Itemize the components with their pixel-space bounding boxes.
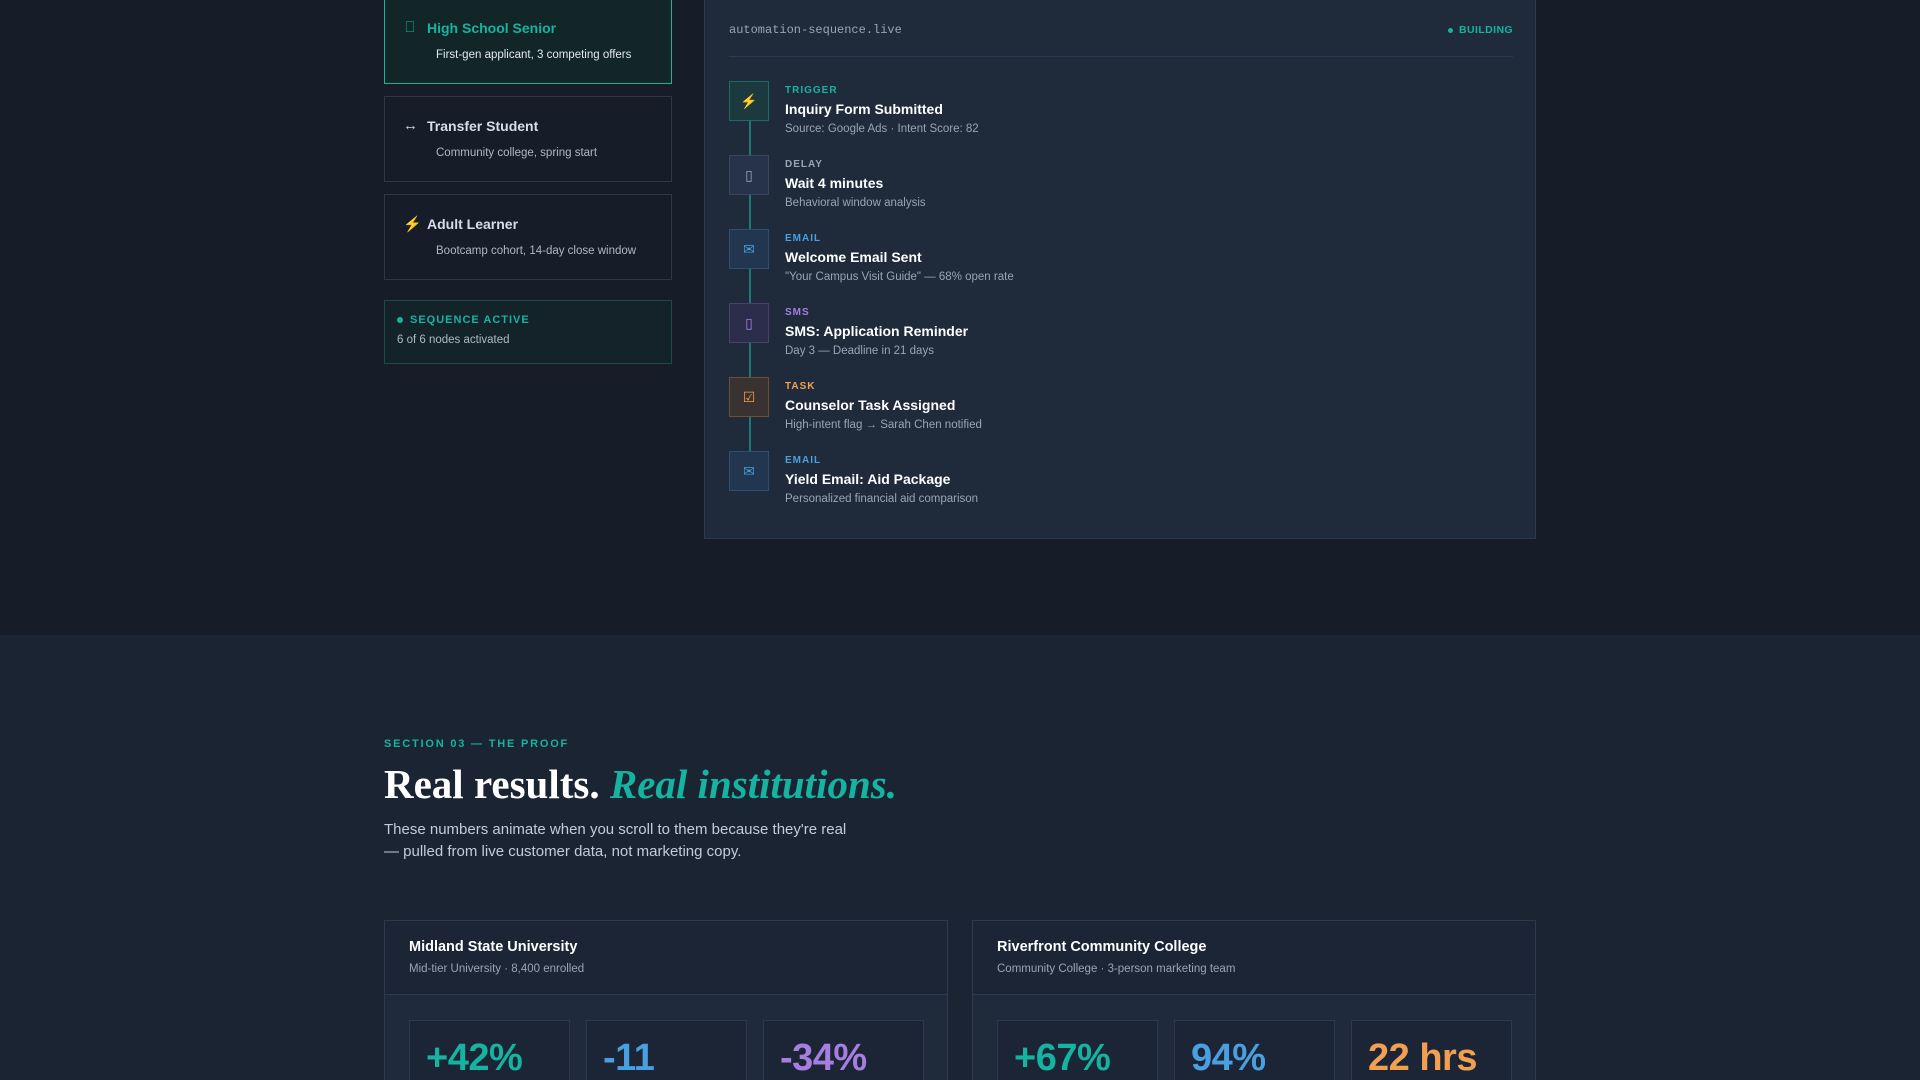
node-type: EMAIL [785,233,822,244]
institution-subtitle: Mid-tier University · 8,400 enrolled [409,963,585,975]
metric-card: 94% [1174,1020,1335,1080]
node-title: Counselor Task Assigned [785,397,956,413]
persona-card-adult-learner[interactable]: ⚡ Adult Learner Bootcamp cohort, 14-day … [384,194,672,280]
persona-description: First-gen applicant, 3 competing offers [436,49,632,61]
status-dot [1448,27,1454,33]
timeline-connector [749,99,751,489]
node-subtitle: Day 3 — Deadline in 21 days [785,345,934,357]
metric-card: +67% [997,1020,1158,1080]
checkbox-icon: ☑ [729,377,769,417]
lightning-icon: ⚡ [403,216,422,233]
building-status-badge: BUILDING [1448,24,1513,36]
node-type: SMS [785,307,810,318]
institution-header: Riverfront Community College Community C… [973,921,1535,995]
sequence-node-task[interactable]: ☑ TASK Counselor Task Assigned High-inte… [729,377,1429,451]
graduation-icon: ⎕ [405,19,415,36]
metric-value: -11 [603,1037,655,1079]
building-status-label: BUILDING [1459,24,1513,36]
node-title: SMS: Application Reminder [785,323,969,339]
envelope-icon: ✉ [729,451,769,491]
node-type: EMAIL [785,455,822,466]
metric-card: -11 [586,1020,747,1080]
metric-card: -34% [763,1020,924,1080]
node-subtitle: High-intent flag → Sarah Chen notified [785,419,982,431]
node-type: TASK [785,381,816,392]
institution-card-midland: Midland State University Mid-tier Univer… [384,920,948,1080]
persona-title: High School Senior [427,19,557,36]
sequence-status-count: 6 of 6 nodes activated [397,334,510,346]
persona-description: Community college, spring start [436,147,598,159]
proof-section-background [0,635,1920,1080]
sequence-node-yield-email[interactable]: ✉ EMAIL Yield Email: Aid Package Persona… [729,451,1429,525]
metric-value: +67% [1014,1037,1111,1079]
section-lede: These numbers animate when you scroll to… [384,821,847,860]
persona-description: Bootcamp cohort, 14-day close window [436,245,637,257]
node-subtitle: "Your Campus Visit Guide" — 68% open rat… [785,271,1014,283]
metric-value: 94% [1191,1037,1266,1079]
clock-icon: ▯ [729,155,769,195]
node-title: Yield Email: Aid Package [785,471,951,487]
phone-icon: ▯ [729,303,769,343]
node-subtitle: Personalized financial aid comparison [785,493,979,505]
institution-header: Midland State University Mid-tier Univer… [385,921,947,995]
transfer-arrows-icon: ↔ [403,117,418,134]
persona-card-high-school-senior[interactable]: ⎕ High School Senior First-gen applicant… [384,0,672,84]
metric-value: -34% [780,1037,867,1079]
institution-name: Midland State University [409,939,578,955]
metric-card: +42% [409,1020,570,1080]
section-eyebrow: SECTION 03 — THE PROOF [384,738,570,750]
node-type: DELAY [785,159,823,170]
institution-card-riverfront: Riverfront Community College Community C… [972,920,1536,1080]
sequence-node-sms[interactable]: ▯ SMS SMS: Application Reminder Day 3 — … [729,303,1429,377]
headline-accent: Real institutions. [609,761,897,807]
sequence-node-email[interactable]: ✉ EMAIL Welcome Email Sent "Your Campus … [729,229,1429,303]
node-title: Welcome Email Sent [785,249,922,265]
node-title: Wait 4 minutes [785,175,884,191]
metric-value: +42% [426,1037,523,1079]
node-type: TRIGGER [785,85,838,96]
status-dot [397,317,403,323]
envelope-icon: ✉ [729,229,769,269]
headline-main: Real results. [384,761,600,807]
sequence-node-trigger[interactable]: ⚡ TRIGGER Inquiry Form Submitted Source:… [729,81,1429,155]
persona-card-transfer-student[interactable]: ↔ Transfer Student Community college, sp… [384,96,672,182]
lightning-icon: ⚡ [729,81,769,121]
automation-panel: automation-sequence.live BUILDING ⚡ TRIG… [704,0,1536,539]
persona-title: Transfer Student [427,117,539,134]
sequence-status: SEQUENCE ACTIVE 6 of 6 nodes activated [384,300,672,364]
institution-name: Riverfront Community College [997,939,1207,955]
institution-subtitle: Community College · 3-person marketing t… [997,963,1236,975]
automation-header: automation-sequence.live BUILDING [729,0,1513,57]
metric-card: 22 hrs [1351,1020,1512,1080]
node-subtitle: Behavioral window analysis [785,197,926,209]
section-headline: Real results. Real institutions. [384,760,897,808]
node-title: Inquiry Form Submitted [785,101,943,117]
sequence-status-label: SEQUENCE ACTIVE [410,314,530,326]
sequence-node-delay[interactable]: ▯ DELAY Wait 4 minutes Behavioral window… [729,155,1429,229]
automation-url: automation-sequence.live [729,23,902,37]
node-subtitle: Source: Google Ads · Intent Score: 82 [785,123,979,135]
metric-value: 22 hrs [1368,1037,1477,1079]
persona-title: Adult Learner [427,216,519,232]
